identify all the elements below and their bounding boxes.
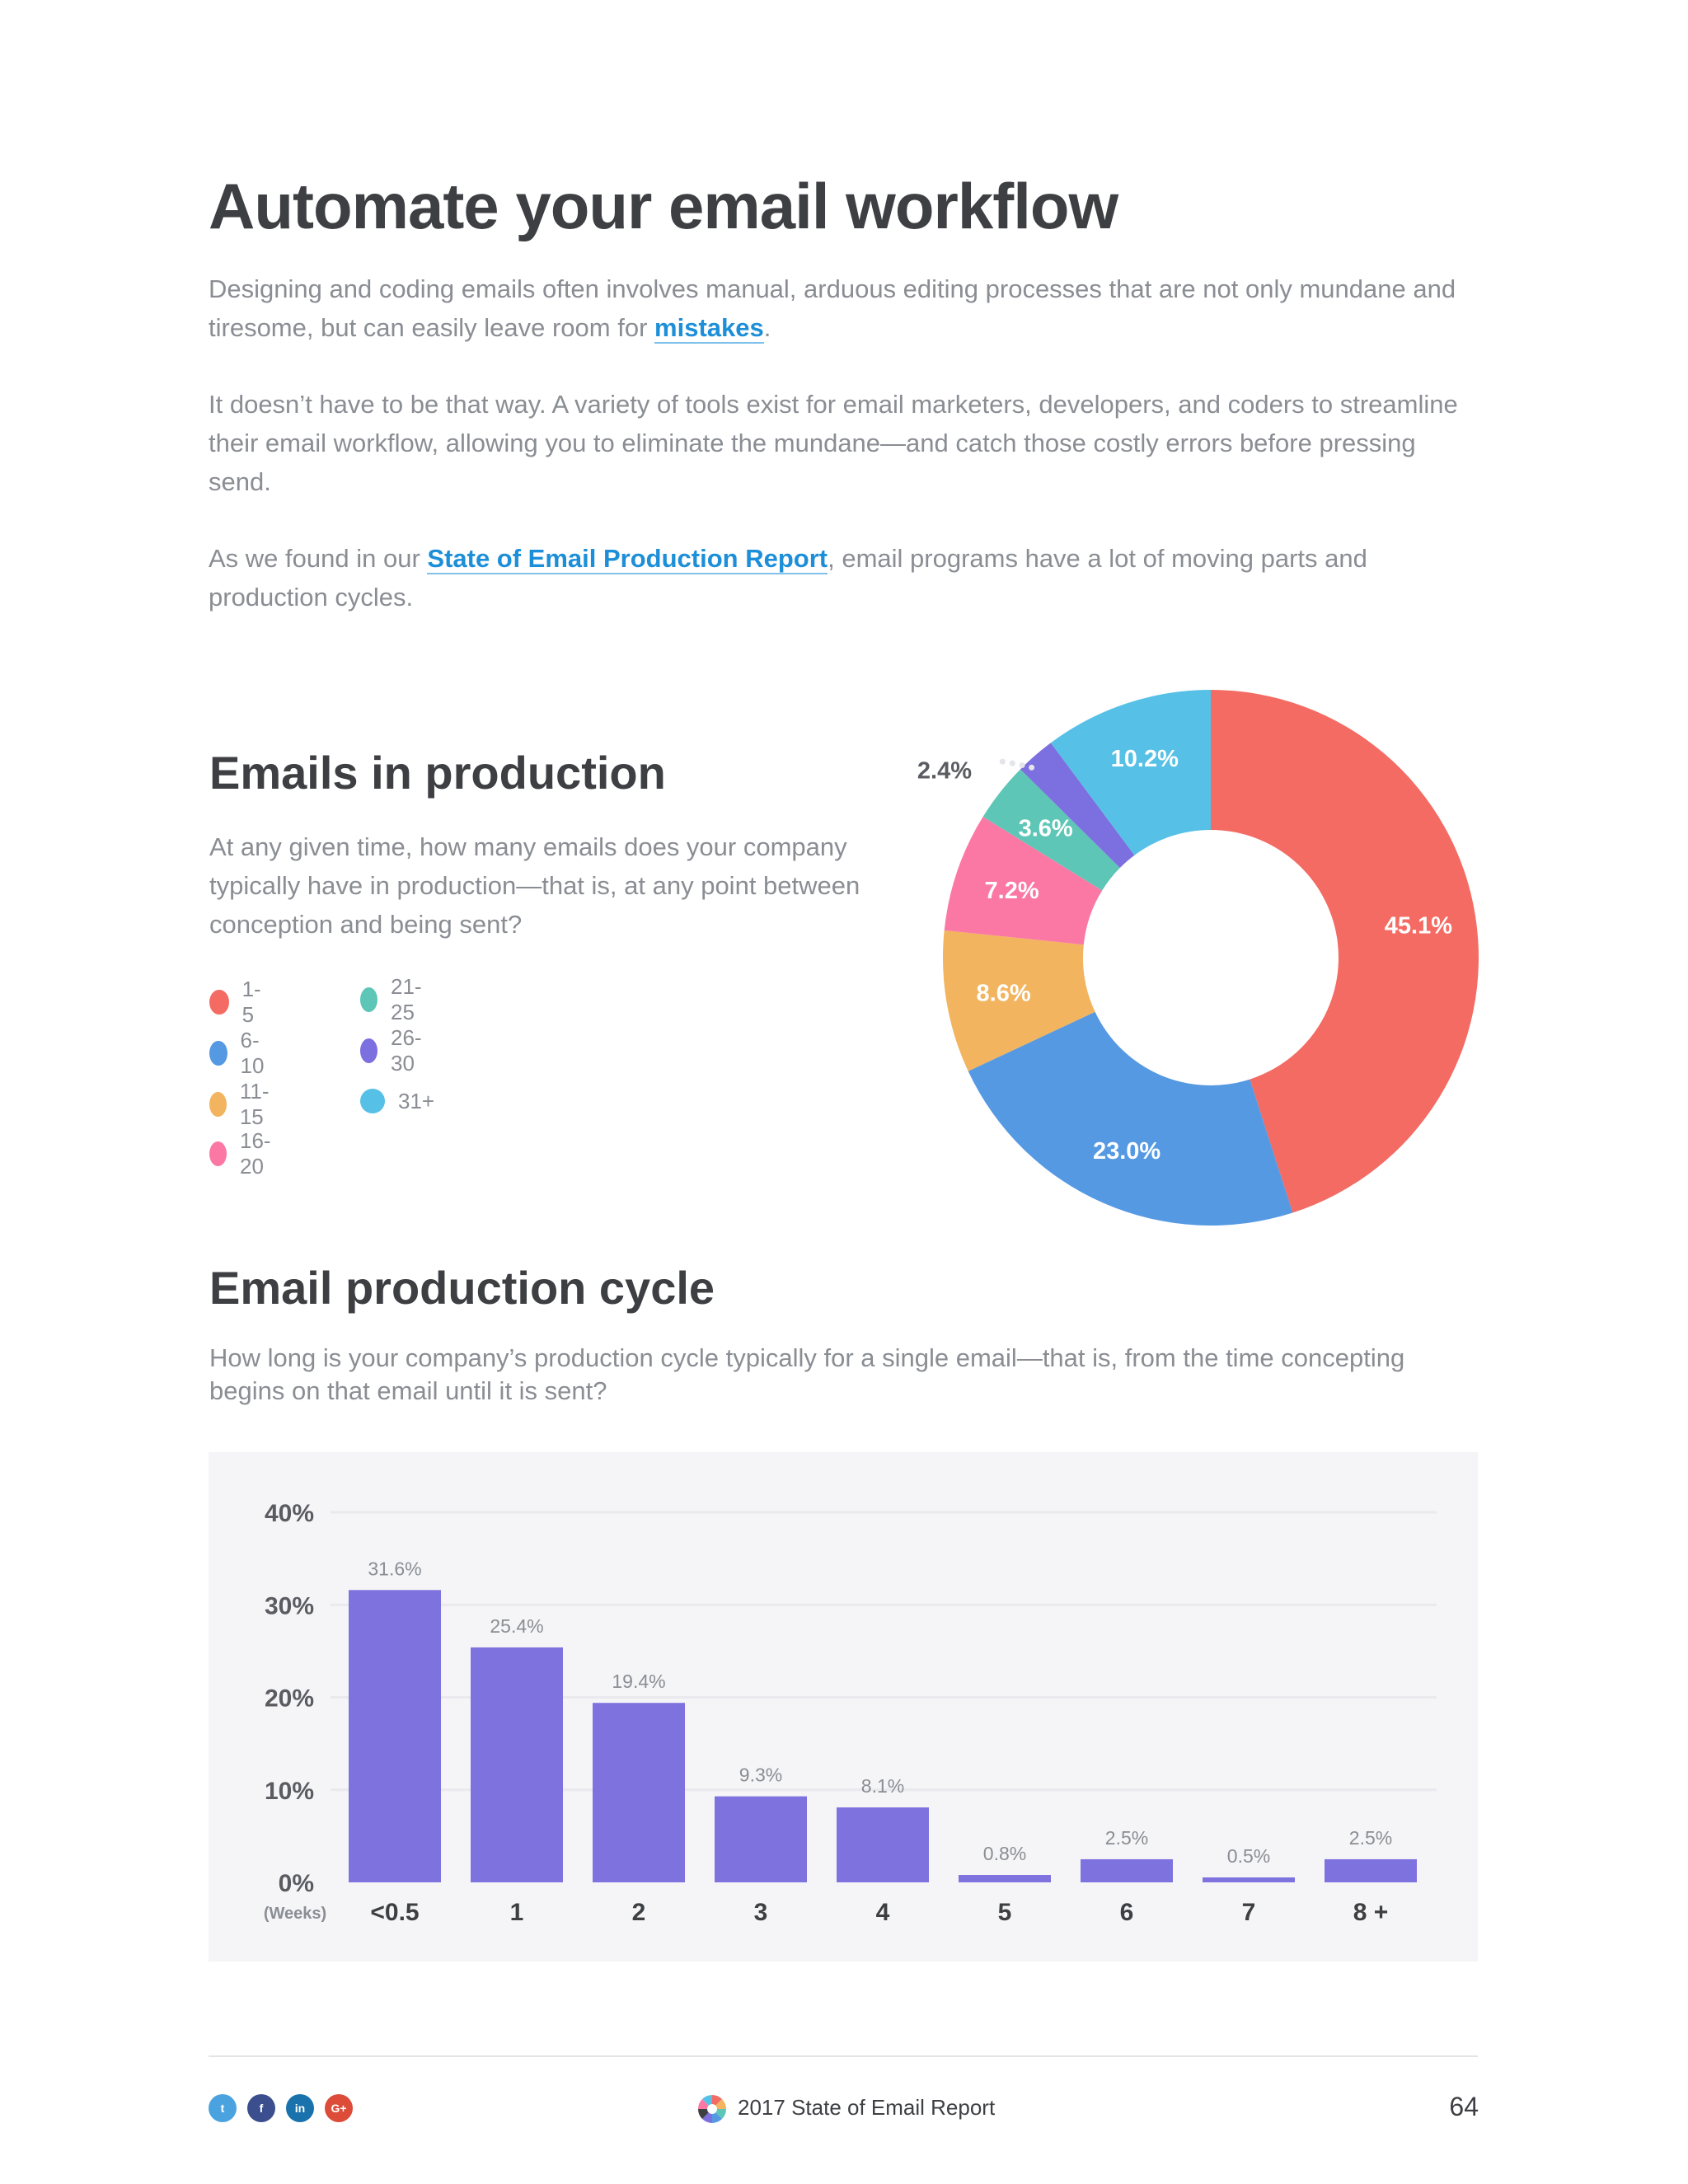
x-tick-label: 7	[1242, 1899, 1256, 1926]
legend-item-26-30: 26-30	[360, 1025, 429, 1076]
bar-2	[593, 1703, 685, 1882]
intro-paragraph-3-start: As we found in our	[209, 544, 428, 573]
legend-item-1-5: 1-5	[209, 977, 266, 1027]
donut-slice-1-5	[1211, 690, 1479, 1213]
bar-8 +	[1325, 1858, 1417, 1882]
bar-3	[715, 1796, 807, 1882]
intro-paragraph-3-end: , email programs have a lot of moving pa…	[209, 544, 1367, 612]
legend-item-31+: 31+	[360, 1085, 434, 1118]
donut-slice-11-15	[943, 930, 1095, 1071]
bar-value-label: 2.5%	[1349, 1827, 1392, 1849]
donut-section-heading: Emails in production	[209, 747, 666, 799]
footer-divider	[209, 2055, 1478, 2057]
x-axis-label: (Weeks)	[264, 1905, 326, 1923]
x-tick-label: 6	[1120, 1899, 1134, 1926]
legend-label: 26-30	[391, 1025, 422, 1076]
bar-value-label: 31.6%	[368, 1558, 421, 1579]
mistakes-link[interactable]: mistakes	[654, 313, 764, 344]
donut-label-26-30: 2.4%	[917, 758, 972, 785]
bar-7	[1203, 1877, 1295, 1882]
bar-section-question: How long is your company’s production cy…	[209, 1343, 1405, 1405]
bar-value-label: 25.4%	[490, 1615, 543, 1637]
intro-paragraph-1-text: Designing and coding emails often involv…	[209, 274, 1456, 342]
legend-swatch	[209, 990, 229, 1015]
legend-item-16-20: 16-20	[209, 1128, 279, 1179]
bar-value-label: 2.5%	[1105, 1827, 1148, 1849]
bar-value-label: 19.4%	[612, 1671, 665, 1692]
legend-label: 11-15	[239, 1079, 270, 1129]
bar-1	[471, 1647, 563, 1882]
legend-swatch	[209, 1041, 227, 1066]
donut-slice-16-20	[944, 817, 1103, 945]
x-tick-label: 1	[510, 1899, 524, 1926]
legend-swatch	[209, 1092, 227, 1117]
donut-slice-21-25	[982, 769, 1120, 891]
bar-<0.5	[349, 1590, 441, 1882]
legend-swatch	[360, 1038, 378, 1063]
y-tick-label: 30%	[265, 1592, 314, 1619]
bar-value-label: 0.8%	[983, 1843, 1026, 1864]
donut-leader-dot	[1019, 762, 1025, 769]
legend-label: 6-10	[240, 1028, 265, 1078]
legend-item-6-10: 6-10	[209, 1028, 271, 1078]
legend-label: 31+	[398, 1088, 435, 1113]
facebook-icon[interactable]: f	[247, 2094, 275, 2122]
report-logo-icon	[696, 2093, 728, 2125]
intro-paragraph-1: Designing and coding emails often involv…	[209, 269, 1461, 347]
bar-4	[837, 1807, 929, 1882]
twitter-icon[interactable]: t	[209, 2094, 237, 2122]
donut-slice-26-30	[1020, 743, 1135, 869]
google-plus-icon[interactable]: G+	[325, 2094, 353, 2122]
x-tick-label: 2	[632, 1899, 646, 1926]
legend-item-21-25: 21-25	[360, 974, 429, 1024]
donut-section-question: At any given time, how many emails does …	[209, 832, 860, 939]
legend-swatch	[360, 987, 378, 1012]
y-tick-label: 0%	[279, 1870, 314, 1897]
donut-label-31+: 10.2%	[1111, 746, 1179, 772]
y-tick-label: 40%	[265, 1500, 314, 1527]
bar-6	[1081, 1858, 1173, 1882]
state-of-email-production-report-link[interactable]: State of Email Production Report	[427, 544, 828, 574]
bar-5	[959, 1875, 1051, 1882]
intro-paragraph-1-end: .	[763, 313, 771, 342]
donut-label-1-5: 45.1%	[1385, 913, 1452, 940]
legend-label: 21-25	[391, 974, 422, 1024]
legend-item-11-15: 11-15	[209, 1079, 277, 1129]
donut-chart: 45.1% 23.0% 8.6% 7.2% 3.6% 2.4% 10.2%	[917, 690, 1479, 1226]
y-tick-label: 10%	[265, 1778, 314, 1805]
x-tick-label: 4	[876, 1899, 890, 1926]
donut-label-6-10: 23.0%	[1093, 1138, 1160, 1165]
x-tick-label: 3	[754, 1899, 768, 1926]
legend-swatch	[360, 1089, 385, 1113]
x-tick-label: 8 +	[1353, 1899, 1389, 1926]
donut-leader-dot	[1029, 764, 1035, 771]
donut-slice-31+	[1050, 690, 1211, 855]
donut-label-16-20: 7.2%	[985, 878, 1039, 904]
y-tick-label: 20%	[265, 1685, 314, 1713]
bar-value-label: 8.1%	[861, 1775, 904, 1797]
bar-chart: 0% 10% 20% 30% 40% (Weeks) 31.6% <0.5 25.4% 1 19.4…	[264, 1500, 1437, 1926]
linkedin-icon[interactable]: in	[286, 2094, 314, 2122]
bar-value-label: 0.5%	[1227, 1845, 1270, 1867]
intro-paragraph-3: As we found in our State of Email Produc…	[209, 539, 1461, 616]
page-number: 64	[1449, 2092, 1479, 2121]
legend-swatch	[209, 1141, 227, 1166]
donut-leader-dot	[999, 758, 1006, 765]
donut-leader-dot	[1009, 760, 1015, 766]
x-tick-label: <0.5	[370, 1899, 419, 1926]
footer-report-title: 2017 State of Email Report	[738, 2095, 996, 2120]
intro-paragraph-2: It doesn’t have to be that way. A variet…	[209, 390, 1458, 496]
x-tick-label: 5	[998, 1899, 1012, 1926]
bar-value-label: 9.3%	[739, 1765, 782, 1786]
donut-slice-6-10	[968, 1011, 1293, 1226]
donut-label-11-15: 8.6%	[977, 981, 1031, 1007]
legend-label: 16-20	[240, 1128, 271, 1179]
bar-section-heading: Email production cycle	[209, 1262, 715, 1314]
donut-label-21-25: 3.6%	[1019, 815, 1073, 841]
legend-label: 1-5	[241, 977, 261, 1027]
page-title: Automate your email workflow	[209, 170, 1118, 242]
